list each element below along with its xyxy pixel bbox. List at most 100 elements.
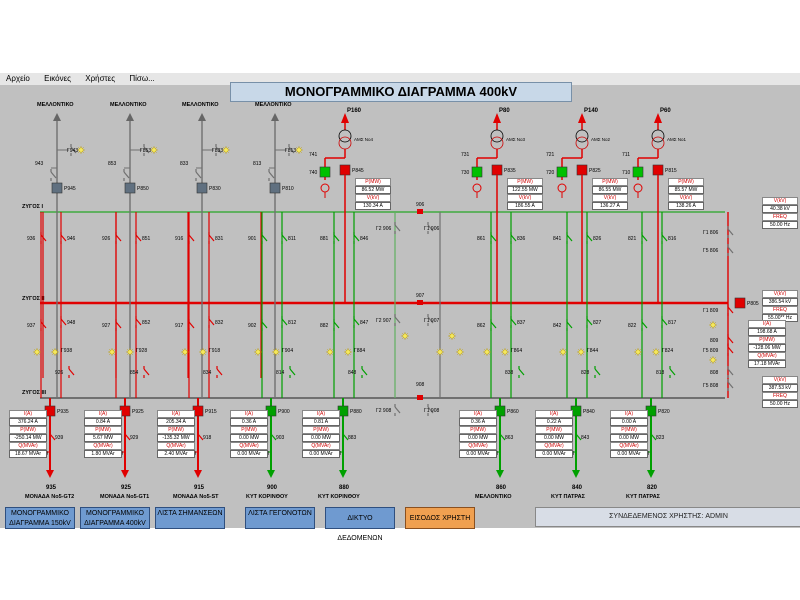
meas-value: 0.22 A: [535, 418, 573, 426]
bay-disconnector-2[interactable]: [661, 234, 668, 242]
bay-disconnector-4[interactable]: [586, 318, 593, 326]
top-breaker[interactable]: [196, 182, 208, 194]
bay-disconnector-1[interactable]: [641, 234, 648, 242]
top-disconnector[interactable]: [288, 146, 295, 154]
top-breaker[interactable]: [51, 182, 63, 194]
bay-line-switch[interactable]: [342, 433, 349, 441]
bay-disconnector-3[interactable]: [40, 321, 47, 329]
coupler-breaker[interactable]: [417, 395, 423, 400]
bay-disconnector-4[interactable]: [60, 318, 67, 326]
bus-coupler-breaker[interactable]: [734, 297, 746, 309]
transformer-breaker[interactable]: [632, 166, 644, 178]
right-switch[interactable]: [727, 336, 734, 344]
bay-disconnector-2[interactable]: [353, 234, 360, 242]
coupler-switch[interactable]: [394, 316, 401, 324]
bay-disconnector-1[interactable]: [490, 234, 497, 242]
bay-disconnector-5[interactable]: [361, 368, 368, 376]
menu-file[interactable]: Αρχείο: [6, 74, 30, 83]
bay-disconnector-1[interactable]: [188, 234, 195, 242]
top-switch[interactable]: [50, 171, 57, 179]
bay-disconnector-5[interactable]: [594, 368, 601, 376]
transformer-breaker[interactable]: [339, 164, 351, 176]
bay-line-switch[interactable]: [197, 433, 204, 441]
transformer-breaker[interactable]: [576, 164, 588, 176]
bay-disconnector-3[interactable]: [115, 321, 122, 329]
right-switch[interactable]: [727, 306, 734, 314]
bay-disconnector-5[interactable]: [216, 368, 223, 376]
menu-images[interactable]: Εικόνες: [44, 74, 72, 83]
top-breaker[interactable]: [269, 182, 281, 194]
top-disconnector[interactable]: [143, 146, 150, 154]
bay-disconnector-4[interactable]: [661, 318, 668, 326]
top-switch[interactable]: [195, 171, 202, 179]
bay-disconnector-3[interactable]: [490, 321, 497, 329]
bay-disconnector-2[interactable]: [60, 234, 67, 242]
bay-line-switch[interactable]: [499, 433, 506, 441]
right-switch[interactable]: [727, 228, 734, 236]
nav-alarms-list-button[interactable]: ΛΙΣΤΑ ΣΗΜΑΝΣΕΩΝ: [155, 507, 225, 529]
coupler-breaker[interactable]: [417, 300, 423, 305]
transformer-breaker[interactable]: [319, 166, 331, 178]
bay-disconnector-5[interactable]: [143, 368, 150, 376]
bay-line-switch[interactable]: [575, 433, 582, 441]
coupler-switch[interactable]: [427, 224, 434, 232]
nav-diagram-150kv-button[interactable]: ΜΟΝΟΓΡΑΜΜΙΚΟ ΔΙΑΓΡΑΜΜΑ 150kV: [5, 507, 75, 529]
coupler-breaker[interactable]: [417, 209, 423, 214]
bay-disconnector-4[interactable]: [208, 318, 215, 326]
menu-back[interactable]: Πίσω...: [129, 74, 155, 83]
top-switch[interactable]: [268, 171, 275, 179]
user-login-button[interactable]: ΕΙΣΟΔΟΣ ΧΡΗΣΤΗ: [405, 507, 475, 529]
top-breaker[interactable]: [124, 182, 136, 194]
bay-disconnector-2[interactable]: [281, 234, 288, 242]
bay-disconnector-1[interactable]: [566, 234, 573, 242]
coupler-switch[interactable]: [394, 224, 401, 232]
bay-disconnector-4[interactable]: [510, 318, 517, 326]
nav-events-list-button[interactable]: ΛΙΣΤΑ ΓΕΓΟΝΟΤΩΝ: [245, 507, 315, 529]
top-switch[interactable]: [123, 171, 130, 179]
right-switch[interactable]: [727, 246, 734, 254]
bay-disconnector-2[interactable]: [586, 234, 593, 242]
right-switch[interactable]: [727, 368, 734, 376]
earth-ray: [272, 348, 275, 351]
bay-disconnector-5[interactable]: [68, 368, 75, 376]
bay-disconnector-4[interactable]: [353, 318, 360, 326]
bay-disconnector-1[interactable]: [261, 234, 268, 242]
coupler-switch[interactable]: [427, 316, 434, 324]
right-switch[interactable]: [727, 346, 734, 354]
bay-disconnector-2[interactable]: [510, 234, 517, 242]
bay-line-switch[interactable]: [270, 433, 277, 441]
bay-disconnector-4[interactable]: [135, 318, 142, 326]
bay-disconnector-3[interactable]: [188, 321, 195, 329]
bay-disconnector-3[interactable]: [333, 321, 340, 329]
nav-data-network-button[interactable]: ΔΙΚΤΥΟ ΔΕΔΟΜΕΝΩΝ: [325, 507, 395, 542]
bay-line-switch[interactable]: [124, 433, 131, 441]
bay-disconnector-3[interactable]: [261, 321, 268, 329]
bay-disconnector-1[interactable]: [40, 234, 47, 242]
transformer-breaker[interactable]: [471, 166, 483, 178]
transformer-breaker[interactable]: [652, 164, 664, 176]
transformer-breaker[interactable]: [491, 164, 503, 176]
bay-disconnector-5[interactable]: [669, 368, 676, 376]
bay-line-switch[interactable]: [650, 433, 657, 441]
top-disconnector[interactable]: [215, 146, 222, 154]
bay-disconnector-1[interactable]: [333, 234, 340, 242]
bay-number: 820: [647, 485, 658, 491]
nav-diagram-400kv-button[interactable]: ΜΟΝΟΓΡΑΜΜΙΚΟ ΔΙΑΓΡΑΜΜΑ 400kV: [80, 507, 150, 529]
menu-users[interactable]: Χρήστες: [85, 74, 116, 83]
right-switch-label: Γ5 809: [703, 348, 718, 354]
bay-disconnector-4[interactable]: [281, 318, 288, 326]
bay-disconnector-3[interactable]: [641, 321, 648, 329]
bay-line-switch[interactable]: [49, 433, 56, 441]
bay-disconnector-3[interactable]: [566, 321, 573, 329]
coupler-switch[interactable]: [394, 406, 401, 414]
earth-indicator-icon: [327, 349, 333, 355]
top-disconnector[interactable]: [70, 146, 77, 154]
right-switch[interactable]: [727, 381, 734, 389]
bay-disconnector-5[interactable]: [518, 368, 525, 376]
coupler-switch[interactable]: [427, 406, 434, 414]
bay-disconnector-5[interactable]: [289, 368, 296, 376]
bay-disconnector-2[interactable]: [135, 234, 142, 242]
transformer-breaker[interactable]: [556, 166, 568, 178]
bay-disconnector-1[interactable]: [115, 234, 122, 242]
bay-disconnector-2[interactable]: [208, 234, 215, 242]
